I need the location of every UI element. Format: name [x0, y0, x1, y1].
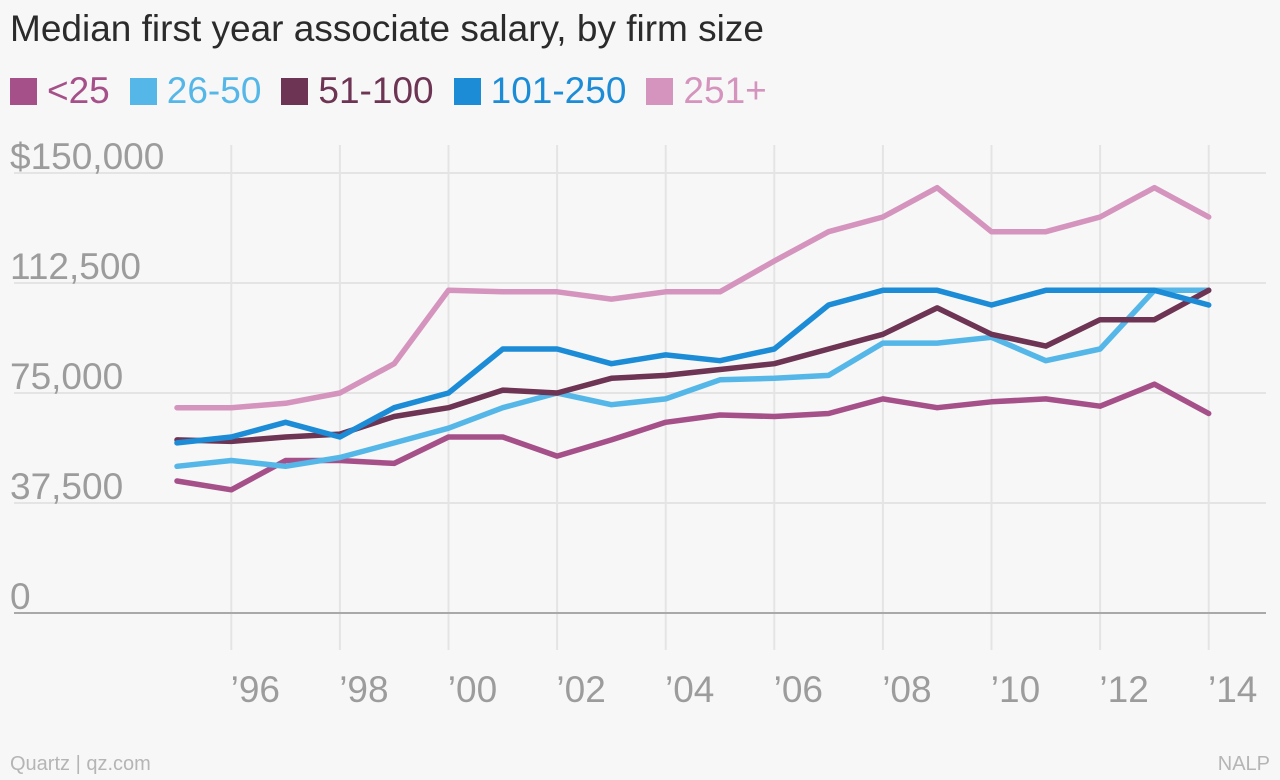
legend-swatch-101-250	[453, 77, 481, 105]
x-tick-label: ’98	[339, 669, 388, 710]
legend-item-251plus: 251+	[646, 70, 767, 112]
y-tick-label: 37,500	[10, 466, 123, 507]
x-tick-label: ’02	[556, 669, 605, 710]
legend-item-26-50: 26-50	[129, 70, 262, 112]
legend-label-251plus: 251+	[683, 70, 767, 111]
y-tick-label: 0	[10, 576, 31, 617]
x-tick-label: ’12	[1099, 669, 1148, 710]
legend-label-51-100: 51-100	[318, 70, 434, 111]
legend-label-lt25: <25	[47, 70, 110, 111]
series-line-4	[174, 184, 1212, 411]
legend-swatch-26-50	[129, 77, 157, 105]
chart-title: Median first year associate salary, by f…	[10, 8, 764, 49]
x-tick-label: ’10	[991, 669, 1040, 710]
legend-item-lt25: <25	[10, 70, 110, 112]
chart-legend: <25 26-50 51-100 101-250 251+	[10, 70, 787, 112]
legend-item-51-100: 51-100	[281, 70, 434, 112]
y-tick-label: 112,500	[10, 246, 141, 287]
x-tick-label: ’08	[882, 669, 931, 710]
x-tick-label: ’00	[448, 669, 497, 710]
source-credit: Quartz | qz.com	[10, 753, 151, 775]
series-line-3	[174, 287, 1212, 446]
x-tick-label: ’06	[774, 669, 823, 710]
legend-item-101-250: 101-250	[453, 70, 627, 112]
x-tick-label: ’14	[1208, 669, 1257, 710]
legend-label-101-250: 101-250	[490, 70, 627, 111]
x-tick-label: ’96	[231, 669, 280, 710]
x-tick-label: ’04	[665, 669, 714, 710]
y-tick-label: $150,000	[10, 136, 164, 177]
legend-swatch-51-100	[281, 77, 309, 105]
legend-label-26-50: 26-50	[166, 70, 262, 111]
y-tick-label: 75,000	[10, 356, 123, 397]
legend-swatch-lt25	[10, 77, 37, 105]
series-line-0	[174, 381, 1212, 493]
legend-swatch-251plus	[646, 77, 674, 105]
series-line-1	[174, 287, 1212, 470]
data-source: NALP	[1217, 753, 1270, 775]
